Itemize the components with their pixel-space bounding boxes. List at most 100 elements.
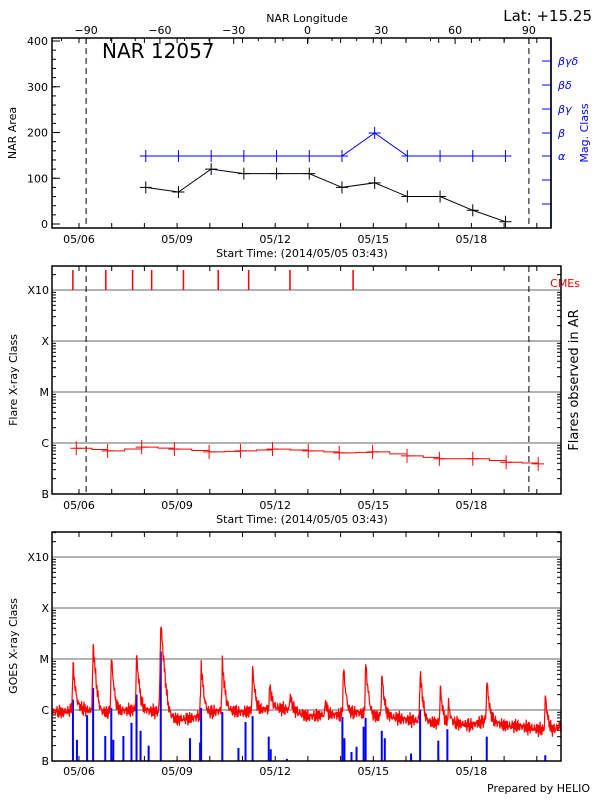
flare-plot-frame <box>51 265 562 495</box>
area-point <box>466 204 479 217</box>
area-y-tick-label: 200 <box>27 127 48 140</box>
area-point <box>205 163 218 176</box>
mag-class-tick-label: βγδ <box>557 55 579 68</box>
flare-y-tick-label: X <box>41 335 49 348</box>
flare-x-tick-label: 05/18 <box>456 499 488 512</box>
goes-y-tick-label: X10 <box>27 551 49 564</box>
goes-y-tick-label: X <box>41 602 49 615</box>
longitude-tick-label: −30 <box>222 24 245 37</box>
flare-point <box>70 441 83 456</box>
mag-class-tick-label: βγ <box>557 103 572 116</box>
flare-point <box>500 455 513 470</box>
area-y-axis-title: NAR Area <box>6 107 19 159</box>
region-title: NAR 12057 <box>102 39 215 63</box>
latitude-label: Lat: +15.25 <box>503 7 592 25</box>
mag-class-point <box>139 150 152 162</box>
flare-point <box>101 443 114 458</box>
area-y-tick-label: 400 <box>27 35 48 48</box>
flare-class-y-title: Flare X-ray Class <box>7 334 20 426</box>
flare-y-tick-label: C <box>41 437 49 450</box>
flare-x-tick-label: 05/06 <box>63 499 95 512</box>
area-point <box>499 215 512 228</box>
flare-trend-line <box>76 446 539 464</box>
flare-point <box>135 440 148 455</box>
area-point <box>172 185 185 198</box>
goes-panel: B C M X X10 05/06 05/09 05/12 05/15 05/18 <box>27 531 562 778</box>
area-panel: 0 100 200 300 400 −90 −60 −30 0 30 60 90 05/06 05/09 0… <box>27 24 579 246</box>
flare-point <box>234 443 247 458</box>
area-point <box>368 176 381 189</box>
top-panel-x-title: Start Time: (2014/05/05 03:43) <box>216 247 388 260</box>
flare-point <box>203 444 216 459</box>
mag-class-point <box>499 150 512 162</box>
mag-class-point <box>303 150 316 162</box>
goes-x-tick-label: 05/18 <box>456 765 488 778</box>
area-point <box>434 190 447 203</box>
flare-point <box>302 443 315 458</box>
longitude-tick-label: 90 <box>522 24 536 37</box>
flare-point <box>366 444 379 459</box>
mag-class-point <box>401 150 414 162</box>
flares-observed-title: Flares observed in AR <box>567 309 582 450</box>
goes-x-tick-label: 05/09 <box>161 765 193 778</box>
flare-point <box>168 442 181 457</box>
area-point <box>401 190 414 203</box>
goes-x-tick-label: 05/12 <box>259 765 291 778</box>
flare-y-tick-label: B <box>41 488 49 501</box>
middle-panel-x-title: Start Time: (2014/05/05 03:43) <box>216 513 388 526</box>
area-point <box>237 167 250 180</box>
area-point <box>303 167 316 180</box>
flare-x-tick-label: 05/12 <box>259 499 291 512</box>
mag-class-point <box>466 150 479 162</box>
flare-x-tick-label: 05/15 <box>357 499 389 512</box>
flare-point <box>466 451 479 466</box>
flare-point <box>266 442 279 457</box>
goes-x-tick-label: 05/15 <box>357 765 389 778</box>
goes-y-tick-label: M <box>40 653 50 666</box>
area-y-tick-label: 100 <box>27 172 48 185</box>
longitude-tick-label: −60 <box>148 24 171 37</box>
area-point <box>335 181 348 194</box>
area-x-tick-label: 05/06 <box>63 233 95 246</box>
goes-long-channel-curve <box>51 626 562 738</box>
mag-class-tick-label: βδ <box>557 79 572 92</box>
area-y-tick-label: 0 <box>41 218 48 231</box>
area-x-tick-label: 05/09 <box>161 233 193 246</box>
mag-class-axis-title: Mag. Class <box>578 103 591 162</box>
area-x-tick-label: 05/12 <box>259 233 291 246</box>
flare-point <box>333 445 346 460</box>
mag-class-line <box>145 132 506 157</box>
flare-y-tick-label: X10 <box>27 284 49 297</box>
longitude-tick-label: 60 <box>448 24 462 37</box>
mag-class-point <box>270 150 283 162</box>
flare-point <box>532 456 545 471</box>
credit-label: Prepared by HELIO <box>487 782 590 795</box>
flare-x-tick-label: 05/09 <box>161 499 193 512</box>
mag-class-tick-label: β <box>557 127 565 140</box>
goes-class-y-title: GOES X-ray Class <box>7 598 20 694</box>
area-x-tick-label: 05/18 <box>456 233 488 246</box>
mag-class-point <box>368 127 381 139</box>
mag-class-tick-label: α <box>558 150 566 163</box>
mag-class-point <box>237 150 250 162</box>
goes-x-tick-label: 05/06 <box>63 765 95 778</box>
goes-y-tick-label: C <box>41 704 49 717</box>
top-x-axis-title: NAR Longitude <box>266 12 348 25</box>
mag-class-point <box>434 150 447 162</box>
longitude-tick-label: 30 <box>374 24 388 37</box>
mag-class-point <box>205 150 218 162</box>
longitude-tick-label: −90 <box>74 24 97 37</box>
flare-y-tick-label: M <box>40 386 50 399</box>
area-x-tick-label: 05/15 <box>357 233 389 246</box>
area-line <box>145 168 506 223</box>
flare-point <box>401 448 414 463</box>
flare-point <box>433 451 446 466</box>
area-point <box>270 167 283 180</box>
area-point <box>139 181 152 194</box>
longitude-tick-label: 0 <box>304 24 311 37</box>
mag-class-point <box>172 150 185 162</box>
flare-panel: B C M X X10 05/06 05/09 05/12 05/15 05/18 <box>27 265 562 512</box>
mag-class-point <box>335 150 348 162</box>
goes-plot-frame <box>51 531 562 762</box>
area-plot-frame <box>51 37 552 229</box>
